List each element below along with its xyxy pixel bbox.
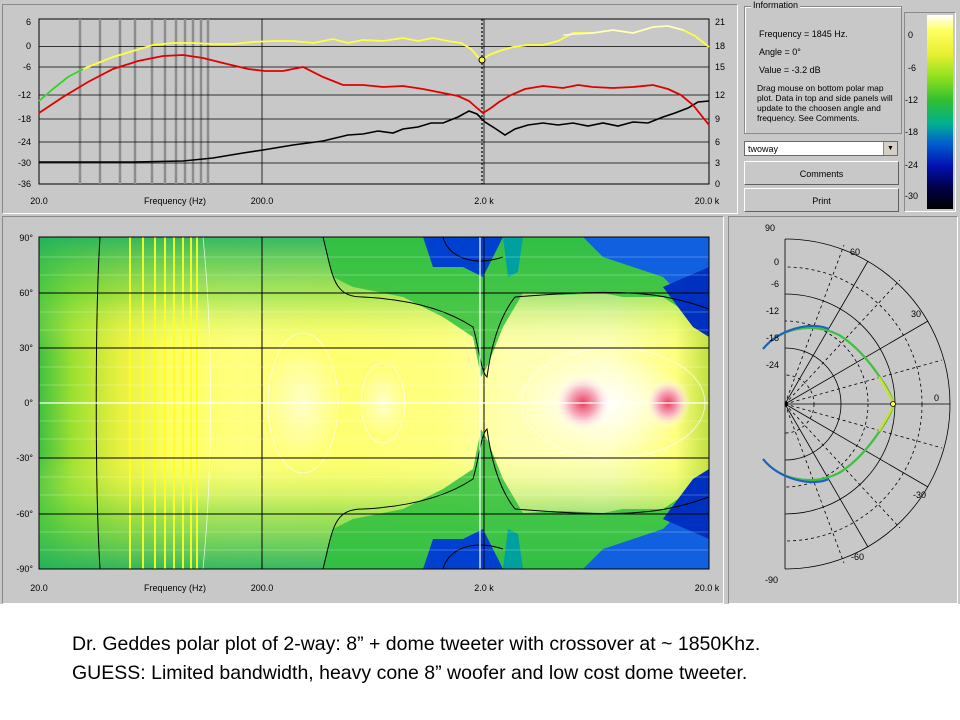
value-readout: Value = -3.2 dB [759, 65, 821, 75]
print-button[interactable]: Print [744, 188, 899, 212]
y-left-tick: -12 [18, 90, 31, 100]
caption-line-2: GUESS: Limited bandwidth, heavy cone 8” … [72, 662, 748, 684]
x-tick: 2.0 k [474, 583, 494, 593]
x-axis-label: Frequency (Hz) [144, 583, 206, 593]
cursor-marker [478, 56, 486, 64]
x-tick: 20.0 [30, 583, 48, 593]
angle-label: -60 [851, 552, 864, 562]
frequency-response-panel: 6 0 -6 -12 -18 -24 -30 -36 21 18 15 12 9… [2, 4, 738, 214]
x-axis-label: Frequency (Hz) [144, 196, 206, 206]
polar-plot[interactable]: 0 -6 -12 -18 -24 90 60 30 0 -30 -60 -90 [729, 217, 957, 603]
angle-label: 60 [850, 247, 860, 257]
dataset-dropdown-value: twoway [748, 144, 779, 154]
y-tick: -60° [16, 509, 33, 519]
radial-tick: -18 [766, 333, 779, 343]
y-right-tick: 21 [715, 17, 725, 27]
y-right-tick: 6 [715, 137, 720, 147]
y-left-tick: -30 [18, 158, 31, 168]
caption-line-1: Dr. Geddes polar plot of 2-way: 8” + dom… [72, 633, 761, 655]
y-left-tick: 6 [26, 17, 31, 27]
y-tick: 30° [19, 343, 33, 353]
polar-cursor-marker [890, 401, 896, 407]
x-tick: 20.0 [30, 196, 48, 206]
y-left-tick: -6 [23, 62, 31, 72]
ratio-curve [38, 54, 710, 126]
colorbar-tick: -24 [905, 160, 919, 170]
angle-readout: Angle = 0° [759, 47, 801, 57]
x-tick: 20.0 k [695, 583, 720, 593]
y-right-tick: 12 [715, 90, 725, 100]
colorbar-tick: 0 [908, 30, 914, 40]
polar-map-panel: 90° 60° 30° 0° -30° -60° -90° 20.0 200.0… [2, 216, 724, 604]
y-right-tick: 3 [715, 158, 720, 168]
radial-tick: -6 [771, 279, 779, 289]
y-right-tick: 18 [715, 41, 725, 51]
y-right-tick: 9 [715, 114, 720, 124]
y-tick: 0° [24, 398, 33, 408]
x-tick: 200.0 [251, 196, 274, 206]
radial-tick: -12 [766, 306, 779, 316]
colorbar-scale [927, 15, 953, 209]
y-right-tick: 0 [715, 179, 720, 189]
colorbar-tick: -18 [905, 127, 919, 137]
y-left-tick: -18 [18, 114, 31, 124]
angle-label: 90 [765, 223, 775, 233]
application-window: 6 0 -6 -12 -18 -24 -30 -36 21 18 15 12 9… [0, 0, 960, 604]
y-tick: 60° [19, 288, 33, 298]
instructions-text: Drag mouse on bottom polar map plot. Dat… [757, 83, 893, 123]
polar-map-plot[interactable]: 90° 60° 30° 0° -30° -60° -90° 20.0 200.0… [3, 217, 723, 603]
y-tick: -30° [16, 453, 33, 463]
radial-tick: -24 [766, 360, 779, 370]
angle-label: -30 [913, 490, 926, 500]
comments-button[interactable]: Comments [744, 161, 899, 185]
frequency-readout: Frequency = 1845 Hz. [759, 29, 848, 39]
information-legend: Information [751, 0, 801, 10]
polar-plot-panel: 0 -6 -12 -18 -24 90 60 30 0 -30 -60 -90 [728, 216, 958, 604]
y-left-tick: -36 [18, 179, 31, 189]
x-tick: 2.0 k [474, 196, 494, 206]
angle-label: 30 [911, 309, 921, 319]
y-tick: 90° [19, 233, 33, 243]
colorbar-tick: -12 [905, 95, 919, 105]
di-curve [39, 100, 710, 163]
y-tick: -90° [16, 564, 33, 574]
dataset-dropdown[interactable]: twoway ▼ [744, 141, 898, 156]
colorbar-tick: -6 [908, 63, 917, 73]
colorbar-tick: -30 [905, 191, 919, 201]
chevron-down-icon[interactable]: ▼ [883, 142, 897, 155]
y-left-tick: -24 [18, 137, 31, 147]
angle-label: -90 [765, 575, 778, 585]
frequency-response-plot[interactable]: 6 0 -6 -12 -18 -24 -30 -36 21 18 15 12 9… [3, 5, 737, 213]
information-group: Information Frequency = 1845 Hz. Angle =… [744, 0, 902, 134]
x-tick: 20.0 k [695, 196, 720, 206]
y-left-tick: 0 [26, 41, 31, 51]
angle-label: 0 [934, 393, 939, 403]
colorbar-panel: 0 -6 -12 -18 -24 -30 [904, 12, 956, 212]
radial-tick: 0 [774, 257, 779, 267]
x-tick: 200.0 [251, 583, 274, 593]
y-right-tick: 15 [715, 62, 725, 72]
